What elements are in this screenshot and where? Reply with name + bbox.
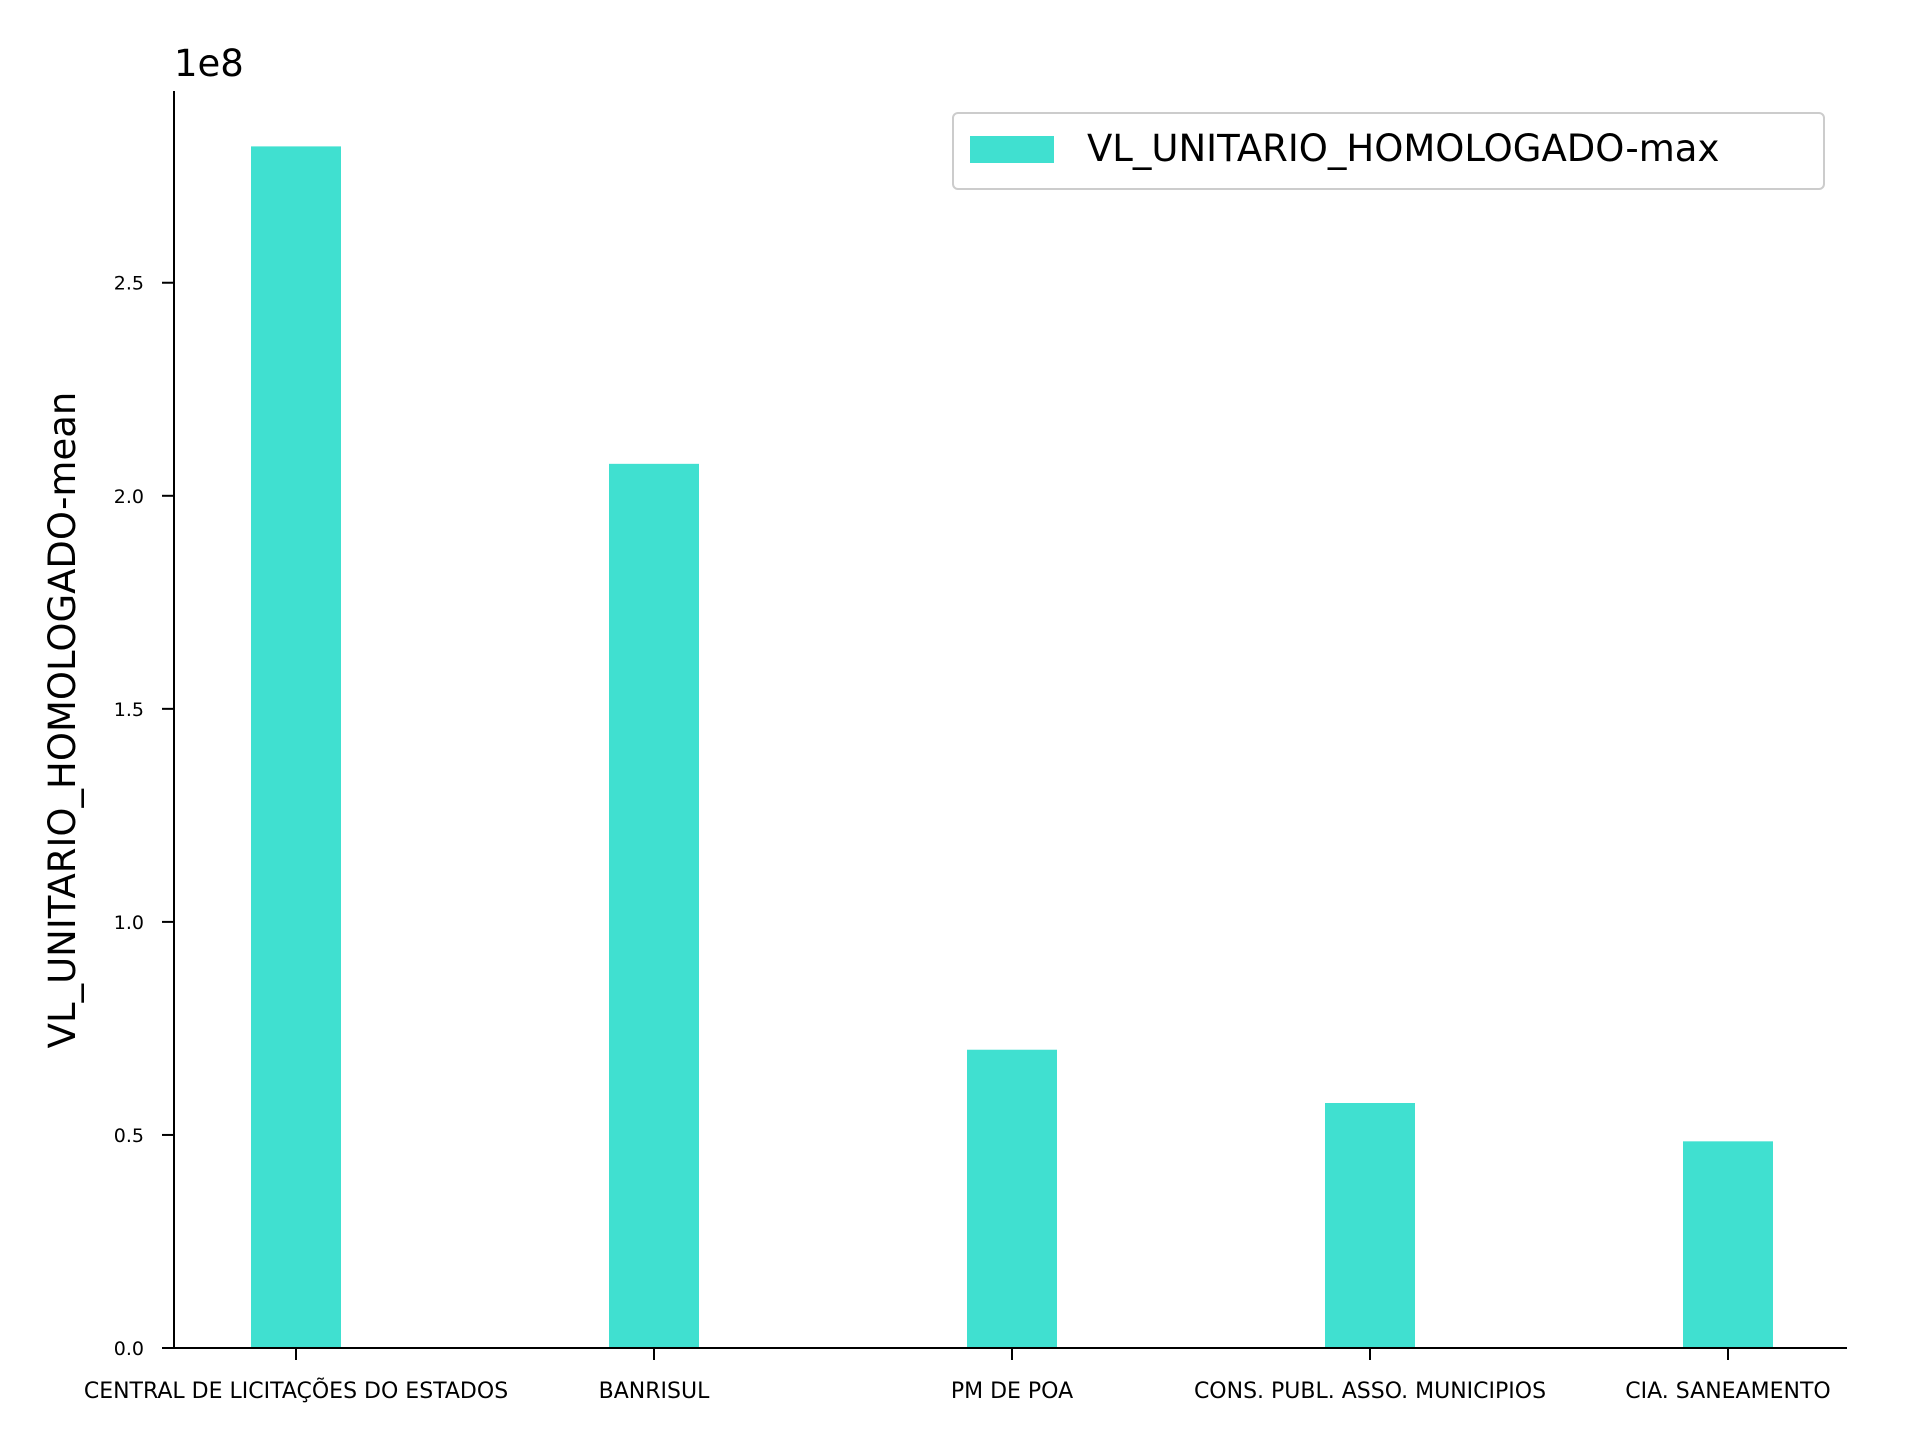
legend-frame	[952, 112, 1825, 190]
y-tick-label: 2.0	[114, 486, 144, 508]
y-offset-label: 1e8	[174, 42, 244, 85]
y-tick-label: 0.0	[114, 1338, 144, 1360]
x-tick-label: PM DE POA	[951, 1379, 1073, 1404]
x-tick-label: CENTRAL DE LICITAÇÕES DO ESTADOS	[84, 1377, 508, 1404]
legend: VL_UNITARIO_HOMOLOGADO-max	[952, 112, 1825, 190]
y-tick-label: 1.5	[114, 699, 144, 721]
bar-0	[251, 146, 341, 1349]
bar-3	[1325, 1102, 1415, 1348]
legend-swatch	[970, 136, 1054, 163]
x-tick-label: CIA. SANEAMENTO	[1625, 1379, 1830, 1404]
bars-group	[251, 146, 1773, 1349]
y-axis-ticks: 0.0 0.5 1.0 1.5 2.0 2.5	[114, 273, 174, 1360]
y-tick-label: 0.5	[114, 1125, 144, 1147]
x-axis-ticks: CENTRAL DE LICITAÇÕES DO ESTADOS BANRISUL…	[84, 1348, 1831, 1404]
y-axis-label: VL_UNITARIO_HOMOLOGADO-mean	[41, 392, 84, 1049]
x-tick-label: CONS. PUBL. ASSO. MUNICIPIOS	[1194, 1379, 1546, 1404]
bar-2	[967, 1049, 1057, 1348]
x-tick-label: BANRISUL	[599, 1379, 710, 1404]
y-tick-label: 1.0	[114, 912, 144, 934]
bar-4	[1683, 1141, 1773, 1348]
legend-label: VL_UNITARIO_HOMOLOGADO-max	[1087, 127, 1719, 170]
y-tick-label: 2.5	[114, 273, 144, 295]
bar-1	[609, 463, 699, 1348]
